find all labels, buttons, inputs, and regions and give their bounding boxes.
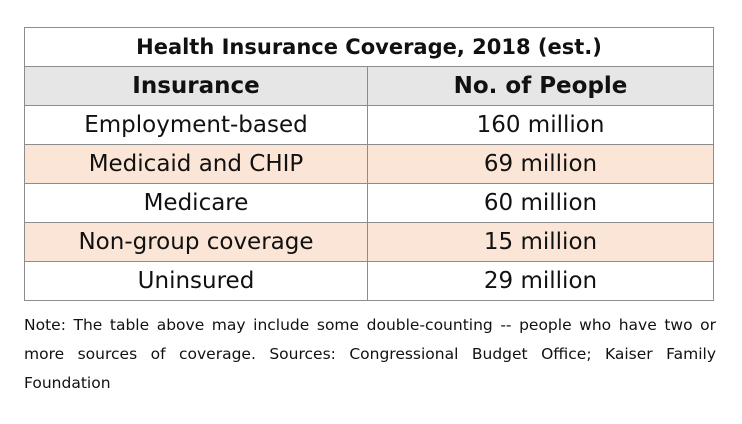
table-row: Medicare 60 million	[24, 183, 715, 223]
people-cell: 160 million	[366, 105, 715, 145]
people-cell: 15 million	[366, 222, 715, 262]
table-row: Uninsured 29 million	[24, 261, 715, 301]
people-cell: 69 million	[366, 144, 715, 184]
table-row: Employment-based 160 million	[24, 105, 715, 145]
people-cell: 29 million	[366, 261, 715, 301]
insurance-cell: Uninsured	[24, 261, 368, 301]
coverage-table: Health Insurance Coverage, 2018 (est.) I…	[23, 27, 715, 301]
table-header-row: Insurance No. of People	[24, 66, 715, 106]
header-number-of-people: No. of People	[366, 66, 715, 106]
insurance-cell: Employment-based	[24, 105, 368, 145]
header-insurance: Insurance	[24, 66, 368, 106]
table-title: Health Insurance Coverage, 2018 (est.)	[23, 27, 715, 67]
people-cell: 60 million	[366, 183, 715, 223]
table-title-row: Health Insurance Coverage, 2018 (est.)	[23, 27, 715, 67]
insurance-cell: Medicare	[24, 183, 368, 223]
table-row: Non-group coverage 15 million	[24, 222, 715, 262]
insurance-cell: Medicaid and CHIP	[24, 144, 368, 184]
table-row: Medicaid and CHIP 69 million	[24, 144, 715, 184]
insurance-cell: Non-group coverage	[24, 222, 368, 262]
source-note: Note: The table above may include some d…	[24, 316, 716, 392]
